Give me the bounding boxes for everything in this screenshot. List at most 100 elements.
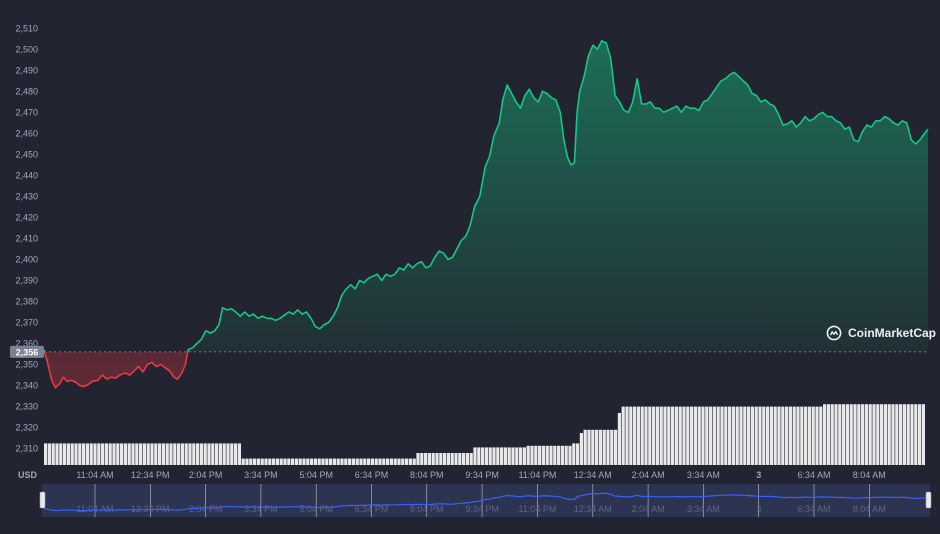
volume-bar [211, 443, 215, 465]
volume-bar [131, 443, 135, 465]
volume-bar [515, 447, 519, 465]
volume-bar [294, 458, 298, 465]
navigator-handle-left[interactable] [39, 491, 46, 509]
volume-bar [332, 458, 336, 465]
volume-bar [591, 429, 595, 465]
volume-bar [127, 443, 131, 465]
navigator-window [42, 484, 930, 517]
volume-bar [104, 443, 108, 465]
watermark-text: CoinMarketCap [848, 326, 937, 340]
volume-bar [880, 404, 884, 465]
x-tick-label: 9:34 PM [465, 470, 499, 480]
navigator[interactable]: 11:04 AM 12:34 PM 2:04 PM 3:34 PM 5:04 PM 6:3… [39, 484, 932, 517]
volume-bar [819, 406, 823, 465]
volume-bar [435, 453, 439, 465]
y-tick-label: 2,480 [15, 86, 38, 96]
volume-bar [344, 458, 348, 465]
volume-bar [74, 443, 78, 465]
x-tick-label: 3 [756, 470, 761, 480]
volume-bar [260, 458, 264, 465]
volume-bar [918, 404, 922, 465]
volume-bar [264, 458, 268, 465]
x-tick-label: 12:34 PM [131, 470, 170, 480]
volume-bar [47, 443, 51, 465]
volume-bar [329, 458, 333, 465]
navigator-label: 6:34 AM [797, 504, 830, 514]
volume-bar [188, 443, 192, 465]
volume-bar [895, 404, 899, 465]
volume-bar [724, 406, 728, 465]
y-tick-label: 2,390 [15, 275, 38, 285]
navigator-label: 9:34 PM [465, 504, 499, 514]
volume-bar [355, 458, 359, 465]
volume-bar [427, 453, 431, 465]
coinmarketcap-watermark: CoinMarketCap [826, 325, 936, 341]
volume-bar [796, 406, 800, 465]
volume-bar [275, 458, 279, 465]
volume-bar [823, 404, 827, 465]
volume-bar [899, 404, 903, 465]
volume-bar [617, 413, 621, 465]
volume-bar [458, 453, 462, 465]
volume-bar [636, 406, 640, 465]
volume-bar [165, 443, 169, 465]
volume-bar [655, 406, 659, 465]
volume-bar [781, 406, 785, 465]
volume-bar [891, 404, 895, 465]
volume-bar [804, 406, 808, 465]
volume-bar [378, 458, 382, 465]
volume-bar [842, 404, 846, 465]
x-tick-label: 12:34 AM [574, 470, 612, 480]
volume-bar [560, 445, 564, 465]
navigator-line [43, 492, 929, 512]
x-tick-label: 5:04 PM [299, 470, 333, 480]
volume-bar [462, 453, 466, 465]
volume-bar [728, 406, 732, 465]
volume-bar [769, 406, 773, 465]
volume-bar [648, 406, 652, 465]
volume-bar [386, 458, 390, 465]
volume-bar [298, 458, 302, 465]
y-tick-label: 2,380 [15, 296, 38, 306]
volume-bar [503, 447, 507, 465]
volume-bar [55, 443, 59, 465]
x-tick-label: 8:04 PM [410, 470, 444, 480]
volume-bar [731, 406, 735, 465]
volume-bar [177, 443, 181, 465]
volume-bar [465, 453, 469, 465]
navigator-label: 3:34 AM [687, 504, 720, 514]
volume-bar [253, 458, 257, 465]
volume-bar [93, 443, 97, 465]
volume-bar [872, 404, 876, 465]
volume-bar [120, 443, 124, 465]
y-tick-label: 2,340 [15, 381, 38, 391]
y-axis: 2,310 2,320 2,330 2,340 2,350 2,360 2,370 2,380… [15, 23, 38, 480]
volume-bar [766, 406, 770, 465]
volume-bar [815, 406, 819, 465]
y-tick-label: 2,470 [15, 107, 38, 117]
volume-bar [602, 429, 606, 465]
volume-bar [614, 429, 618, 465]
volume-bar [454, 453, 458, 465]
volume-bar [135, 443, 139, 465]
volume-bar [553, 445, 557, 465]
price-area [43, 40, 929, 389]
x-tick-label: 11:04 AM [76, 470, 113, 480]
price-line-up [43, 40, 929, 352]
y-tick-label: 2,320 [15, 423, 38, 433]
volume-bar [773, 406, 777, 465]
volume-bar [914, 404, 918, 465]
volume-bar [811, 406, 815, 465]
volume-bar [583, 429, 587, 465]
volume-bar [85, 443, 89, 465]
navigator-label: 11:04 PM [518, 504, 556, 514]
volume-bar [522, 447, 526, 465]
volume-bar [408, 458, 412, 465]
navigator-handle-right[interactable] [925, 491, 932, 509]
volume-bar [63, 443, 67, 465]
volume-bar [579, 433, 583, 465]
volume-bar [587, 429, 591, 465]
volume-bar [184, 443, 188, 465]
volume-bar [762, 406, 766, 465]
